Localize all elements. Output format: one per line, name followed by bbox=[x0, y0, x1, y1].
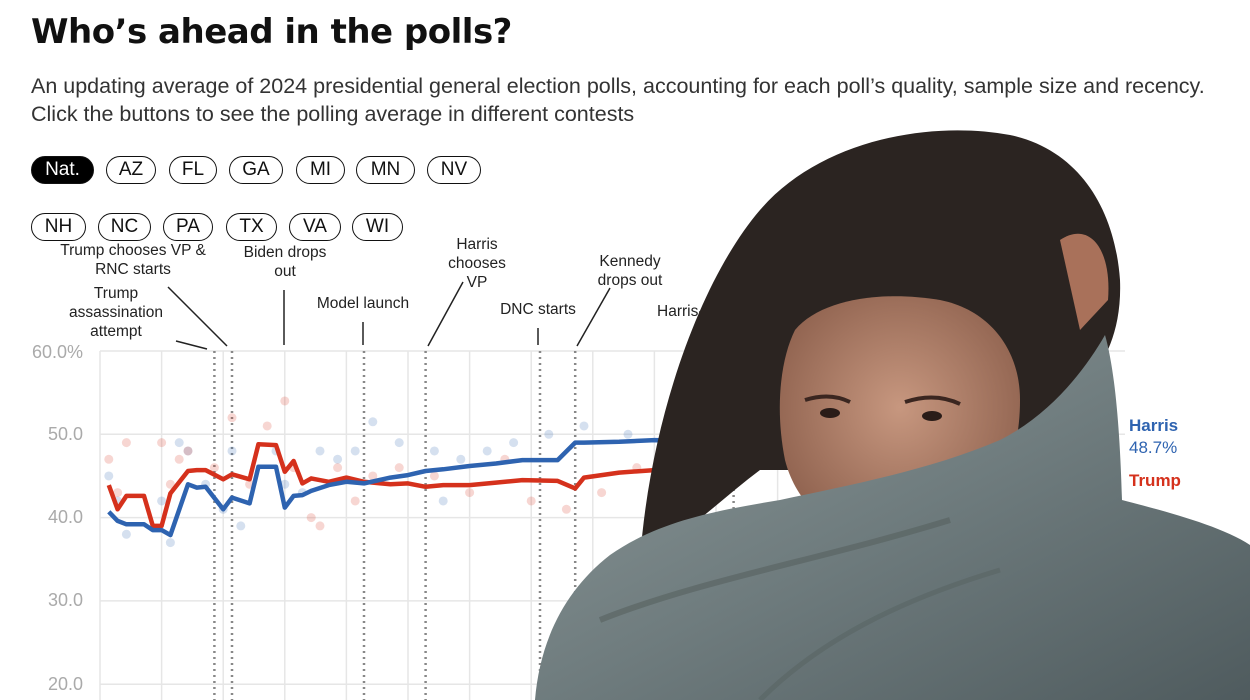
poll-dot-trump bbox=[465, 488, 475, 498]
poll-dot-trump bbox=[165, 479, 175, 489]
poll-dot-harris bbox=[165, 538, 175, 548]
y-tick-label: 20.0 bbox=[47, 674, 83, 694]
poll-dot-harris bbox=[104, 471, 114, 481]
poll-dot-trump bbox=[104, 454, 114, 464]
annotation-kennedy: Kennedy drops out bbox=[597, 253, 663, 289]
poll-dot-trump bbox=[429, 471, 439, 481]
contest-button-az[interactable]: AZ bbox=[106, 156, 156, 184]
poll-dot-harris bbox=[482, 446, 492, 456]
poll-dot-trump bbox=[183, 446, 193, 456]
poll-dot-harris bbox=[174, 438, 184, 448]
poll-dot-trump bbox=[315, 521, 325, 531]
poll-dot-harris bbox=[157, 496, 167, 506]
poll-dot-harris bbox=[394, 438, 404, 448]
y-tick-label: 50.0 bbox=[47, 424, 83, 444]
contest-button-wi[interactable]: WI bbox=[352, 213, 403, 241]
poll-dot-harris bbox=[544, 429, 554, 439]
annotation-rnc: Trump chooses VP & RNC starts bbox=[60, 242, 206, 278]
poll-dot-trump bbox=[597, 488, 607, 498]
annotation-leader-line bbox=[427, 281, 464, 347]
annotation-leader-line bbox=[167, 286, 228, 347]
poll-dot-harris bbox=[183, 446, 193, 456]
poll-dot-harris bbox=[227, 446, 237, 456]
poll-dot-harris bbox=[438, 496, 448, 506]
poll-dot-trump bbox=[113, 488, 123, 498]
legend-trump-label: Trump bbox=[1129, 471, 1181, 490]
poll-dot-trump bbox=[561, 504, 571, 514]
annotation-assassination: Trump assassination attempt bbox=[69, 285, 163, 340]
poll-dot-harris bbox=[579, 421, 589, 431]
annotation-model: Model launch bbox=[316, 295, 410, 312]
contest-button-fl[interactable]: FL bbox=[169, 156, 217, 184]
contest-button-pa[interactable]: PA bbox=[163, 213, 213, 241]
annotation-dnc: DNC starts bbox=[500, 301, 576, 318]
y-tick-label: 40.0 bbox=[47, 507, 83, 527]
page-subtitle: An updating average of 2024 presidential… bbox=[31, 74, 1205, 126]
poll-dot-trump bbox=[526, 496, 536, 506]
poll-dot-trump bbox=[174, 454, 184, 464]
contest-button-tx[interactable]: TX bbox=[226, 213, 277, 241]
series-line-trump bbox=[106, 442, 760, 529]
contest-button-ga[interactable]: GA bbox=[229, 156, 283, 184]
hand bbox=[1060, 233, 1109, 330]
poll-dot-harris bbox=[456, 454, 466, 464]
poll-dot-trump bbox=[394, 463, 404, 473]
poll-dot-trump bbox=[262, 421, 272, 431]
poll-dot-trump bbox=[368, 471, 378, 481]
poll-dot-trump bbox=[121, 438, 131, 448]
poll-dot-trump bbox=[157, 438, 167, 448]
annotation-harris-vp: Harris chooses VP bbox=[448, 236, 506, 291]
poll-dot-trump bbox=[209, 463, 219, 473]
page-title: Who’s ahead in the polls? bbox=[31, 12, 512, 52]
sweater bbox=[535, 335, 1250, 700]
poll-dot-trump bbox=[350, 496, 360, 506]
poll-dot-trump bbox=[306, 513, 316, 523]
poll-dot-harris bbox=[236, 521, 246, 531]
poll-dot-harris bbox=[623, 429, 633, 439]
poll-dot-trump bbox=[227, 413, 237, 423]
poll-dot-trump bbox=[280, 396, 290, 406]
poll-dot-harris bbox=[350, 446, 360, 456]
poll-dot-trump bbox=[333, 463, 343, 473]
poll-dot-harris bbox=[315, 446, 325, 456]
y-tick-label: 30.0 bbox=[47, 590, 83, 610]
poll-dot-harris bbox=[429, 446, 439, 456]
contest-button-nh[interactable]: NH bbox=[31, 213, 86, 241]
contest-button-va[interactable]: VA bbox=[289, 213, 341, 241]
contest-button-mi[interactable]: MI bbox=[296, 156, 345, 184]
poll-dot-harris bbox=[121, 529, 131, 539]
annotation-leader-line bbox=[576, 287, 611, 347]
contest-button-nat[interactable]: Nat. bbox=[31, 156, 94, 184]
legend-harris-value: 48.7% bbox=[1129, 438, 1178, 457]
poll-dot-harris bbox=[368, 417, 378, 427]
poll-dot-harris bbox=[509, 438, 519, 448]
y-tick-label: 60.0% bbox=[31, 342, 83, 362]
series-line-harris bbox=[107, 437, 761, 538]
annotation-biden: Biden drops out bbox=[243, 244, 327, 280]
annotation-leader-line bbox=[175, 340, 208, 350]
contest-button-nv[interactable]: NV bbox=[427, 156, 481, 184]
legend-harris-label: Harris bbox=[1129, 416, 1179, 435]
contest-button-nc[interactable]: NC bbox=[98, 213, 151, 241]
contest-button-mn[interactable]: MN bbox=[356, 156, 415, 184]
poll-dot-harris bbox=[333, 454, 343, 464]
